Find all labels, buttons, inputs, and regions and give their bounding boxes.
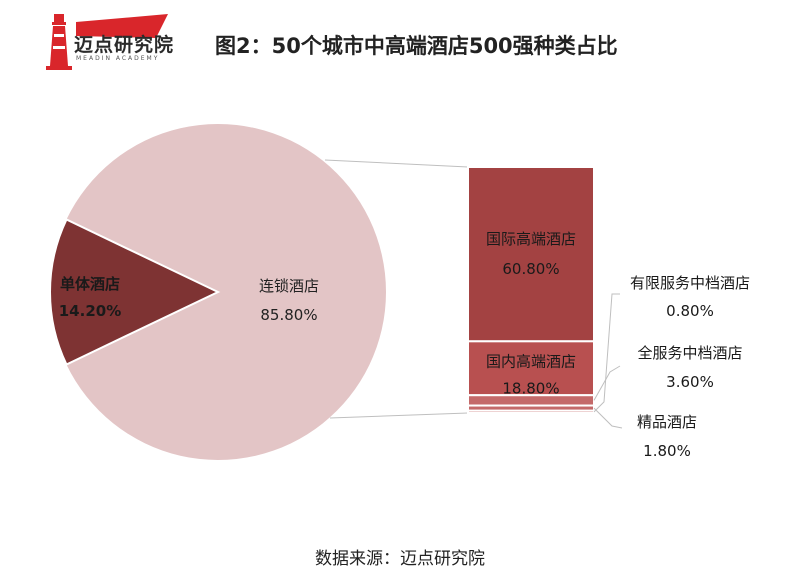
lighthouse-icon [46, 14, 72, 70]
leader-line-full-service [593, 365, 621, 401]
bar-label-limited-service: 有限服务中档酒店 [630, 274, 750, 292]
logo-text: 迈点研究院 [74, 34, 175, 56]
logo-subtitle: MEADIN ACADEMY [76, 55, 160, 62]
bar-segment-international [467, 166, 595, 343]
pie-of-bar-chart: 连锁酒店 85.80% 单体酒店 14.20% 国际高端酒店 60.80% 国内… [49, 124, 750, 460]
bar-value-international: 60.80% [502, 260, 559, 278]
bar-value-domestic: 18.80% [502, 379, 559, 397]
bar-label-domestic: 国内高端酒店 [486, 352, 576, 370]
bar-segment-domestic [467, 340, 595, 397]
chart-title: 图2：50个城市中高端酒店500强种类占比 [215, 34, 618, 58]
connector-line-top [324, 159, 469, 168]
pie-slice-chain [66, 124, 387, 460]
bar-segment-limited-service-midscale [467, 409, 595, 415]
pie-label-single: 单体酒店 [60, 275, 120, 293]
bar-value-full-service: 3.60% [666, 373, 714, 391]
pie-value-chain: 85.80% [260, 306, 317, 324]
leader-line-limited-service [593, 293, 620, 413]
pie-value-single: 14.20% [59, 302, 121, 320]
bar-label-boutique: 精品酒店 [637, 413, 697, 431]
brand-logo [40, 12, 170, 74]
leader-line-boutique [593, 407, 623, 429]
pie-label-chain: 连锁酒店 [259, 277, 319, 295]
pie-slice-single [49, 218, 221, 366]
bar-value-limited-service: 0.80% [666, 302, 714, 320]
logo-flag [76, 14, 168, 38]
bar-label-international: 国际高端酒店 [486, 230, 576, 248]
bar-value-boutique: 1.80% [643, 442, 691, 460]
bar-label-full-service: 全服务中档酒店 [637, 344, 742, 362]
connector-line-bottom [329, 412, 469, 419]
data-source: 数据来源：迈点研究院 [315, 549, 485, 569]
